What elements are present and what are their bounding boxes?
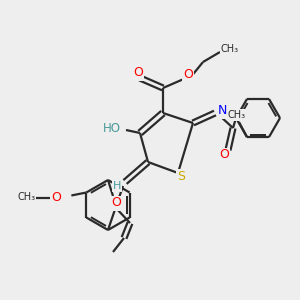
Text: O: O (183, 68, 193, 80)
Text: CH₃: CH₃ (221, 44, 239, 54)
Text: S: S (177, 169, 185, 182)
Text: O: O (133, 67, 143, 80)
Text: HO: HO (103, 122, 121, 134)
Text: O: O (111, 196, 121, 209)
Text: O: O (51, 191, 61, 204)
Text: N: N (218, 104, 227, 118)
Text: CH₃: CH₃ (228, 110, 246, 120)
Text: CH₃: CH₃ (17, 193, 35, 202)
Text: O: O (219, 148, 229, 161)
Text: H: H (113, 181, 121, 191)
